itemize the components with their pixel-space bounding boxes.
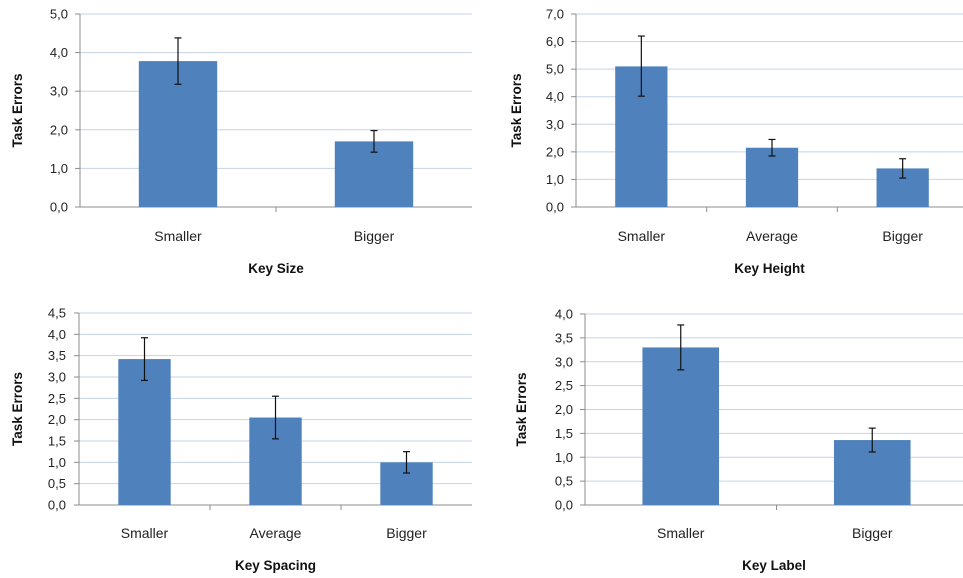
error-bar [272,395,279,440]
y-tick-label: 1,5 [48,434,66,449]
y-tick-label: 2,0 [48,412,66,427]
y-tick-label: 0,0 [555,498,573,513]
y-axis-title: Task Errors [509,73,524,147]
y-tick-label: 1,0 [50,161,68,176]
x-category-label: Bigger [354,228,395,244]
chart-key-size: 0,0 1,0 2,0 3,0 4,0 5,0 Smaller Bigger Key Size T… [10,7,472,276]
bar-smaller [642,347,720,505]
y-axis-title: Task Errors [10,372,25,446]
error-bar [677,324,685,371]
y-axis-title: Task Errors [10,73,25,147]
y-tick-label: 1,0 [48,455,66,470]
x-category-label: Smaller [121,525,169,541]
error-bar [899,158,907,179]
chart-key-height: 0,0 1,0 2,0 3,0 4,0 5,0 6,0 7,0 Smaller Average Bi… [509,7,963,276]
error-bar [370,129,378,153]
x-axis-title: Key Size [248,261,304,276]
y-tick-label: 3,5 [48,348,66,363]
error-bar [141,337,148,382]
y-tick-label: 1,0 [555,450,573,465]
error-bar [637,35,645,97]
y-tick-label: 0,0 [50,200,68,215]
x-category-label: Bigger [882,228,923,244]
y-tick-label: 1,0 [546,172,564,187]
y-tick-label: 2,0 [546,144,564,159]
x-axis-title: Key Label [742,558,806,573]
y-tick-label: 5,0 [546,62,564,77]
y-tick-label: 7,0 [546,7,564,22]
y-tick-label: 4,0 [50,45,68,60]
y-tick-label: 3,0 [50,84,68,99]
error-bar [768,138,776,157]
y-tick-label: 4,0 [555,307,573,322]
y-tick-label: 2,0 [50,122,68,137]
y-tick-label: 1,5 [555,426,573,441]
x-category-label: Bigger [852,525,893,541]
x-category-label: Average [250,525,302,541]
y-axis-title: Task Errors [514,372,529,446]
y-tick-label: 0,5 [555,474,573,489]
x-category-label: Smaller [618,228,666,244]
y-tick-label: 4,0 [48,327,66,342]
y-tick-label: 2,0 [555,402,573,417]
y-tick-label: 3,0 [48,370,66,385]
error-bar [868,427,876,453]
y-tick-label: 3,5 [555,330,573,345]
error-bar [403,451,410,474]
y-tick-label: 4,5 [48,306,66,321]
x-axis-title: Key Spacing [235,558,316,573]
y-tick-label: 0,5 [48,476,66,491]
x-category-label: Smaller [657,525,705,541]
chart-key-spacing: 0,0 0,5 1,0 1,5 2,0 2,5 3,0 3,5 4,0 4,5 Smaller Ave… [10,306,472,573]
error-bar [174,37,182,85]
x-category-label: Average [746,228,798,244]
x-axis-title: Key Height [734,261,805,276]
bar-average [745,147,799,207]
bar-smaller [118,359,171,505]
x-category-label: Bigger [386,525,427,541]
y-tick-label: 0,0 [546,200,564,215]
bar-smaller [138,61,218,208]
y-tick-label: 0,0 [48,498,66,513]
x-category-label: Smaller [154,228,202,244]
y-tick-label: 2,5 [48,391,66,406]
y-tick-label: 4,0 [546,89,564,104]
y-tick-label: 3,0 [546,117,564,132]
y-tick-label: 6,0 [546,34,564,49]
y-tick-label: 3,0 [555,354,573,369]
y-tick-label: 5,0 [50,7,68,22]
y-tick-label: 2,5 [555,378,573,393]
chart-key-label: 0,0 0,5 1,0 1,5 2,0 2,5 3,0 3,5 4,0 Smaller Bigger… [514,307,963,573]
